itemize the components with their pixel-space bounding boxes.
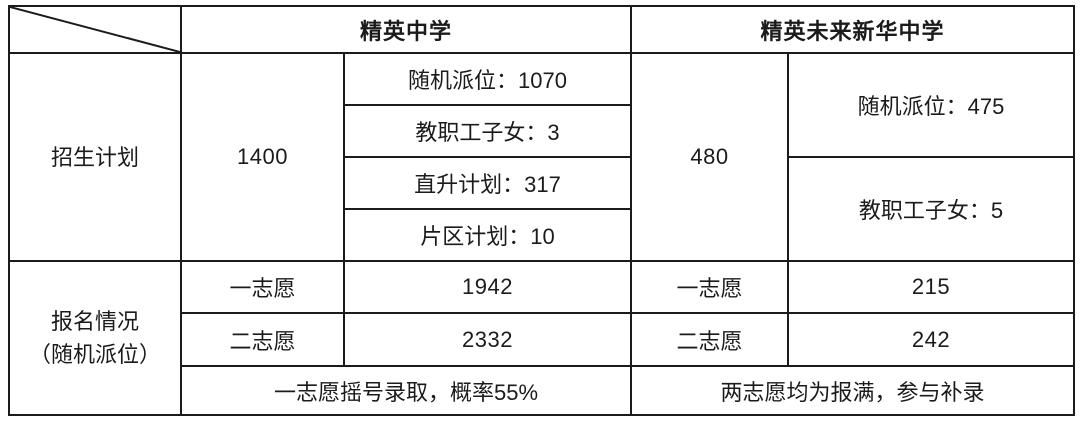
admission-table: 精英中学 精英未来新华中学 招生计划 1400 随机派位：1070 480 随机… [8, 5, 1075, 416]
row-label-applications: 报名情况 （随机派位） [8, 260, 182, 416]
plan-school2-item-1: 教职工子女：5 [787, 156, 1075, 262]
app-school2-row0-value: 215 [787, 260, 1075, 314]
app-school2-row0-label: 一志愿 [630, 260, 789, 314]
applications-label-line2: （随机派位） [28, 342, 161, 367]
app-school2-note: 两志愿均为报满，参与补录 [630, 365, 1075, 416]
app-school1-row0-label: 一志愿 [180, 260, 345, 314]
header-school2: 精英未来新华中学 [630, 5, 1075, 54]
plan-school2-total: 480 [630, 52, 789, 262]
plan-school2-item-0: 随机派位：475 [787, 52, 1075, 158]
app-school1-note: 一志愿摇号录取，概率55% [180, 365, 632, 416]
applications-label-line1: 报名情况 [50, 309, 139, 334]
plan-school1-item-2: 直升计划：317 [343, 156, 632, 210]
corner-cell [8, 5, 182, 54]
plan-school1-total: 1400 [180, 52, 345, 262]
app-school1-row1-value: 2332 [343, 312, 632, 367]
app-school1-row0-value: 1942 [343, 260, 632, 314]
app-school2-row1-label: 二志愿 [630, 312, 789, 367]
header-school1: 精英中学 [180, 5, 632, 54]
app-school2-row1-value: 242 [787, 312, 1075, 367]
plan-school1-item-1: 教职工子女：3 [343, 104, 632, 158]
plan-school1-item-0: 随机派位：1070 [343, 52, 632, 106]
app-school1-row1-label: 二志愿 [180, 312, 345, 367]
diagonal-line [10, 7, 180, 52]
row-label-plan: 招生计划 [8, 52, 182, 262]
plan-school1-item-3: 片区计划：10 [343, 208, 632, 262]
